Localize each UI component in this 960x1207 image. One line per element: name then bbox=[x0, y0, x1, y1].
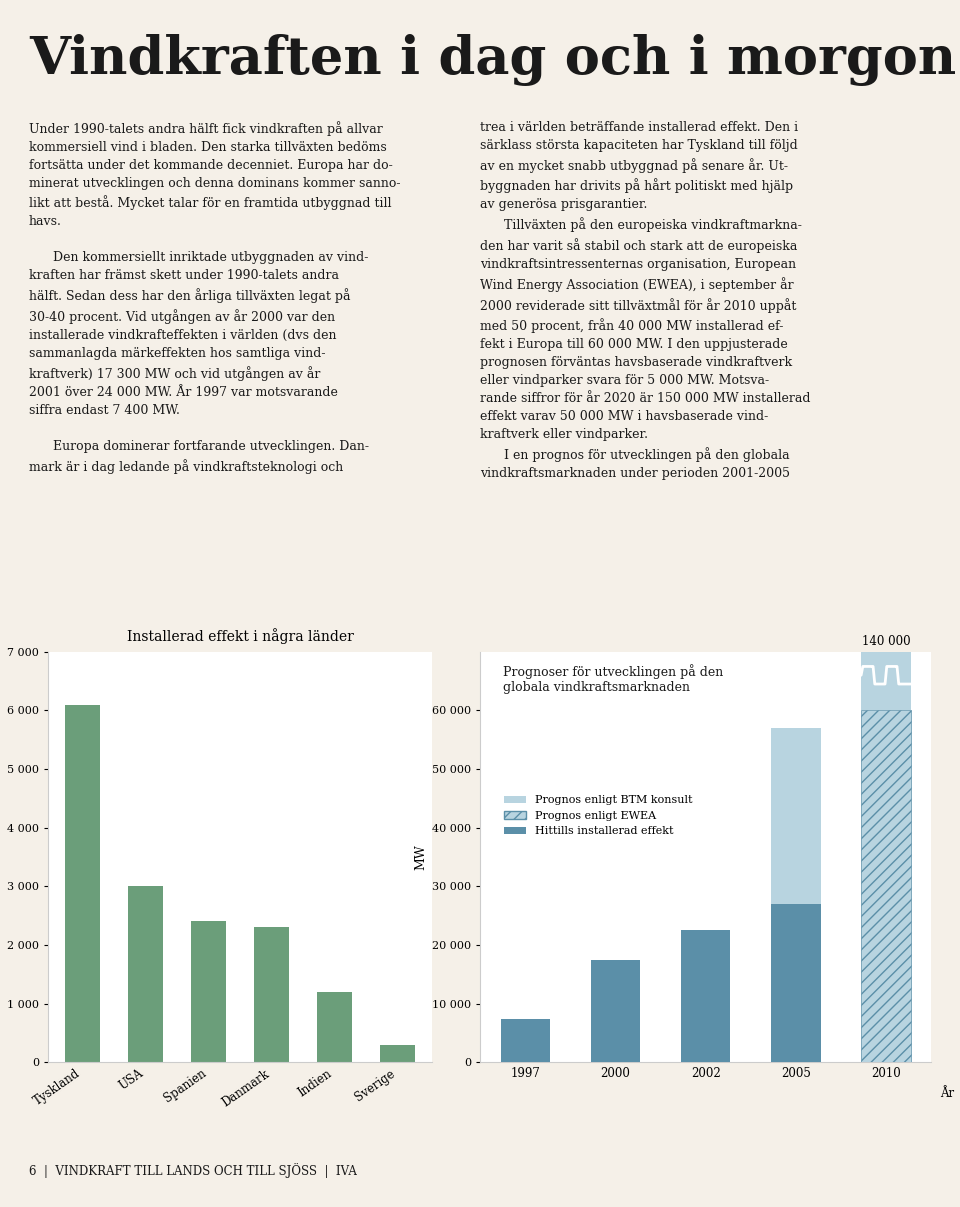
Bar bbox=[254, 927, 289, 1062]
Bar bbox=[500, 1019, 550, 1062]
Bar bbox=[590, 960, 640, 1062]
Text: 6  |  VINDKRAFT TILL LANDS OCH TILL SJÖSS  |  IVA: 6 | VINDKRAFT TILL LANDS OCH TILL SJÖSS … bbox=[29, 1164, 357, 1178]
Text: År: År bbox=[940, 1086, 954, 1100]
Bar bbox=[380, 1044, 415, 1062]
Text: trea i världen beträffande installerad effekt. Den i
särklass största kapacitete: trea i världen beträffande installerad e… bbox=[480, 121, 810, 480]
Y-axis label: MW: MW bbox=[415, 844, 428, 870]
Bar bbox=[191, 921, 226, 1062]
Bar bbox=[129, 886, 163, 1062]
Bar bbox=[65, 705, 100, 1062]
Y-axis label: MW: MW bbox=[0, 844, 3, 870]
Bar bbox=[771, 728, 821, 904]
Bar bbox=[771, 904, 821, 1062]
Title: Installerad effekt i några länder: Installerad effekt i några länder bbox=[127, 628, 353, 643]
Text: Under 1990-talets andra hälft fick vindkraften på allvar
kommersiell vind i blad: Under 1990-talets andra hälft fick vindk… bbox=[29, 121, 400, 473]
Text: 140 000: 140 000 bbox=[861, 635, 910, 648]
Bar bbox=[317, 992, 351, 1062]
Text: Vindkraften i dag och i morgon: Vindkraften i dag och i morgon bbox=[29, 34, 956, 87]
Legend: Prognos enligt BTM konsult, Prognos enligt EWEA, Hittills installerad effekt: Prognos enligt BTM konsult, Prognos enli… bbox=[499, 791, 697, 841]
Bar bbox=[861, 711, 911, 1062]
Text: Prognoser för utvecklingen på den
globala vindkraftsmarknaden: Prognoser för utvecklingen på den global… bbox=[503, 664, 723, 694]
Bar bbox=[861, 652, 911, 711]
Bar bbox=[681, 931, 731, 1062]
